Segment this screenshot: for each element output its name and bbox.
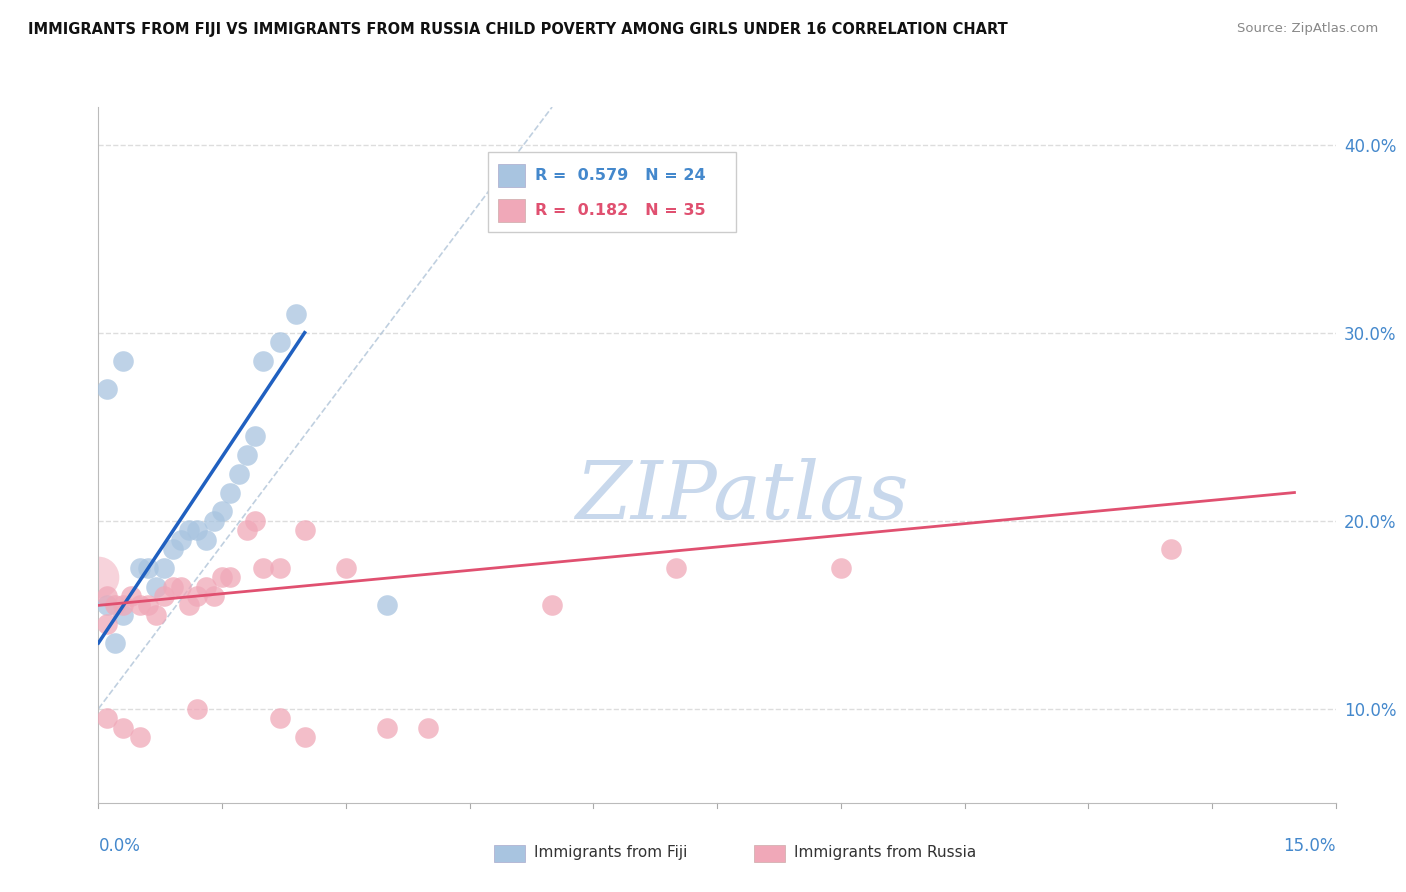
Point xyxy=(236,523,259,537)
Point xyxy=(375,721,398,735)
Point xyxy=(269,560,291,574)
Point xyxy=(252,560,274,574)
Point xyxy=(104,599,127,613)
Point xyxy=(219,485,242,500)
Text: R =  0.182   N = 35: R = 0.182 N = 35 xyxy=(536,202,706,218)
FancyBboxPatch shape xyxy=(488,153,735,232)
Point xyxy=(1160,541,1182,556)
Point xyxy=(170,533,193,547)
Point xyxy=(96,382,118,396)
Point xyxy=(186,702,208,716)
Point xyxy=(162,541,184,556)
Point xyxy=(128,599,150,613)
Text: 0.0%: 0.0% xyxy=(98,837,141,855)
Point xyxy=(211,570,233,584)
FancyBboxPatch shape xyxy=(498,164,526,187)
Point xyxy=(418,721,440,735)
Text: 15.0%: 15.0% xyxy=(1284,837,1336,855)
Point xyxy=(136,599,159,613)
Point xyxy=(375,599,398,613)
Point xyxy=(211,504,233,518)
Point xyxy=(120,589,142,603)
Point xyxy=(202,514,225,528)
Point xyxy=(112,599,135,613)
Point xyxy=(269,335,291,350)
Point xyxy=(294,730,316,744)
Point xyxy=(335,560,357,574)
Point xyxy=(104,636,127,650)
Point xyxy=(128,730,150,744)
Point xyxy=(128,560,150,574)
Point xyxy=(294,523,316,537)
Point xyxy=(112,354,135,368)
Text: Immigrants from Fiji: Immigrants from Fiji xyxy=(534,846,688,861)
Point xyxy=(202,589,225,603)
Point xyxy=(285,307,308,321)
Text: Source: ZipAtlas.com: Source: ZipAtlas.com xyxy=(1237,22,1378,36)
Point xyxy=(145,607,167,622)
Point xyxy=(243,514,266,528)
Point xyxy=(112,607,135,622)
Point xyxy=(153,589,176,603)
Point xyxy=(219,570,242,584)
FancyBboxPatch shape xyxy=(754,845,785,862)
FancyBboxPatch shape xyxy=(498,199,526,222)
Point xyxy=(96,617,118,632)
Point xyxy=(136,560,159,574)
Point xyxy=(96,711,118,725)
FancyBboxPatch shape xyxy=(495,845,526,862)
Point xyxy=(252,354,274,368)
Point xyxy=(269,711,291,725)
Point xyxy=(541,599,564,613)
Point xyxy=(243,429,266,443)
Text: Immigrants from Russia: Immigrants from Russia xyxy=(794,846,976,861)
Point xyxy=(194,580,217,594)
Point xyxy=(162,580,184,594)
Text: IMMIGRANTS FROM FIJI VS IMMIGRANTS FROM RUSSIA CHILD POVERTY AMONG GIRLS UNDER 1: IMMIGRANTS FROM FIJI VS IMMIGRANTS FROM … xyxy=(28,22,1008,37)
Point xyxy=(179,599,201,613)
Point xyxy=(179,523,201,537)
Text: ZIPatlas: ZIPatlas xyxy=(575,458,908,535)
Text: R =  0.579   N = 24: R = 0.579 N = 24 xyxy=(536,168,706,183)
Point xyxy=(186,523,208,537)
Point xyxy=(830,560,852,574)
Point xyxy=(170,580,193,594)
Point xyxy=(194,533,217,547)
Point xyxy=(112,721,135,735)
Point xyxy=(186,589,208,603)
Point xyxy=(153,560,176,574)
Point xyxy=(228,467,250,481)
Point xyxy=(96,589,118,603)
Point xyxy=(87,570,110,584)
Point xyxy=(665,560,688,574)
Point xyxy=(236,448,259,462)
Point xyxy=(96,599,118,613)
Point xyxy=(145,580,167,594)
